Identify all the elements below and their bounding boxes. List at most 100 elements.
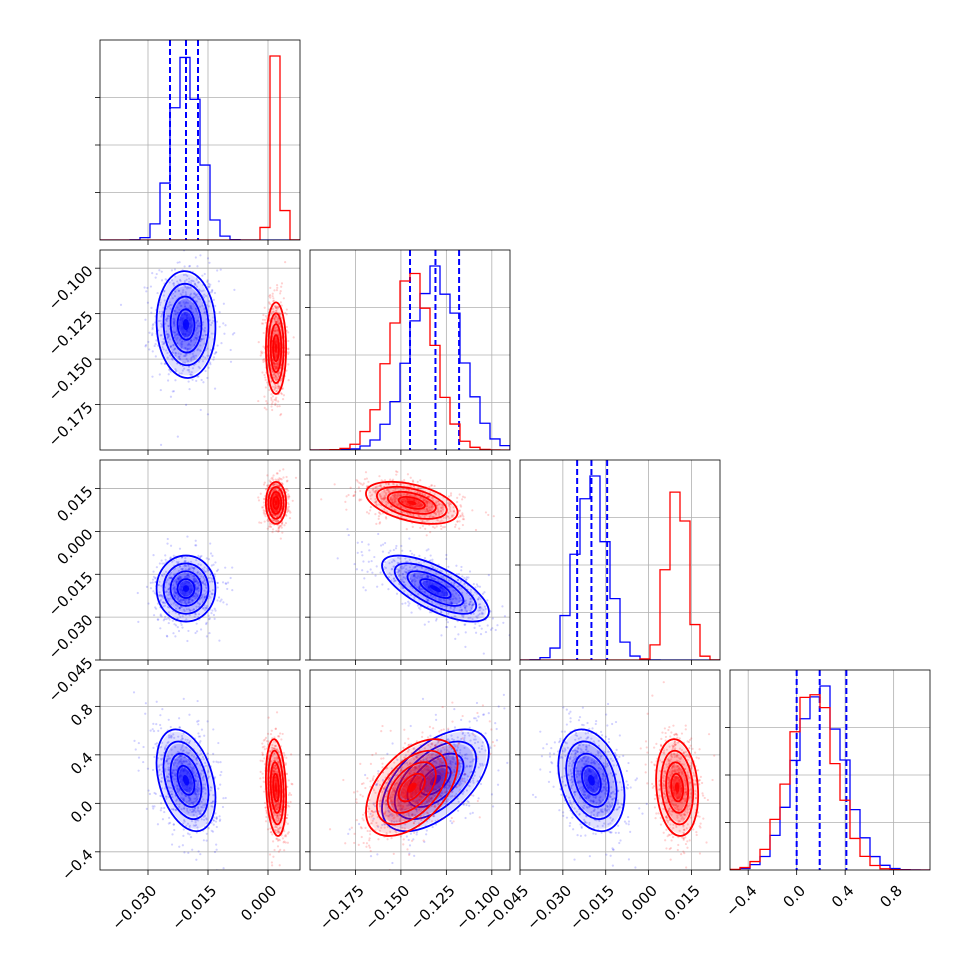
scatter-point (173, 321, 176, 324)
scatter-point (179, 621, 182, 624)
scatter-point (198, 603, 201, 606)
scatter-point (222, 867, 225, 870)
scatter-point (184, 293, 188, 296)
scatter-point (174, 275, 177, 278)
scatter-point (210, 564, 213, 567)
scatter-point (169, 557, 172, 560)
scatter-point (180, 575, 183, 579)
scatter-point (279, 301, 282, 304)
scatter-point (184, 564, 187, 567)
scatter-point (360, 550, 363, 554)
scatter-point (186, 639, 189, 643)
scatter-point (371, 571, 374, 574)
scatter-point (163, 806, 166, 810)
scatter-point (201, 274, 204, 277)
scatter-point (160, 595, 163, 598)
scatter-point (468, 570, 472, 573)
scatter-point (181, 567, 184, 571)
scatter-point (459, 504, 462, 507)
scatter-point (199, 254, 202, 257)
scatter-point (460, 609, 463, 612)
scatter-point (180, 605, 183, 609)
scatter-point (438, 513, 441, 516)
scatter-point (163, 290, 166, 293)
scatter-point (273, 316, 276, 320)
scatter-point (145, 585, 149, 588)
scatter-point (192, 595, 195, 598)
scatter-point (206, 347, 209, 350)
scatter-point (266, 381, 269, 384)
scatter-point (275, 361, 279, 365)
scatter-point (164, 349, 168, 352)
scatter-point (445, 557, 448, 561)
scatter-point (154, 743, 157, 746)
scatter-point (152, 590, 155, 593)
scatter-point (272, 361, 275, 364)
scatter-point (377, 517, 380, 521)
scatter-point (423, 590, 427, 594)
scatter-point (199, 408, 202, 412)
scatter-point (275, 362, 278, 366)
scatter-point (148, 331, 151, 334)
scatter-point (176, 261, 179, 264)
scatter-point (155, 272, 158, 276)
scatter-point (144, 318, 147, 321)
scatter-point (394, 500, 397, 503)
contour-line (269, 323, 283, 374)
scatter-point (185, 598, 188, 601)
scatter-point (449, 597, 452, 600)
scatter-point (203, 326, 207, 330)
scatter-point (186, 274, 189, 278)
scatter-point (176, 577, 179, 580)
scatter-point (220, 770, 223, 774)
scatter-point (187, 565, 190, 568)
scatter-point (447, 511, 450, 515)
scatter-point (275, 320, 278, 324)
scatter-point (207, 305, 211, 308)
scatter-point (188, 598, 191, 601)
scatter-point (257, 496, 260, 499)
scatter-point (475, 615, 478, 618)
scatter-point (456, 496, 459, 499)
scatter-point (429, 594, 432, 598)
scatter-point (394, 494, 398, 497)
scatter-point (375, 503, 378, 506)
scatter-point (389, 497, 393, 500)
scatter-point (274, 320, 278, 323)
scatter-point (186, 301, 190, 305)
scatter-point (427, 548, 430, 551)
scatter-point (272, 297, 275, 300)
scatter-point (200, 597, 203, 600)
scatter-point (263, 373, 266, 377)
scatter-point (392, 558, 395, 562)
scatter-point (191, 279, 194, 282)
scatter-point (361, 554, 364, 557)
scatter-point (463, 576, 466, 579)
scatter-point (225, 582, 228, 585)
scatter-point (151, 581, 154, 584)
scatter-point (268, 523, 272, 526)
scatter-point (193, 292, 196, 295)
scatter-point (177, 595, 180, 599)
scatter-point (166, 351, 169, 355)
scatter-point (274, 489, 277, 492)
scatter-point (384, 516, 388, 519)
scatter-point (273, 510, 276, 513)
scatter-point (169, 307, 172, 310)
scatter-point (183, 576, 187, 579)
scatter-point (279, 524, 282, 528)
scatter-point (496, 624, 499, 627)
scatter-point (177, 578, 180, 581)
scatter-point (221, 581, 225, 584)
scatter-point (211, 289, 214, 292)
scatter-point (178, 607, 181, 610)
scatter-point (447, 579, 451, 582)
scatter-point (403, 570, 406, 573)
scatter-point (280, 391, 283, 395)
scatter-point (278, 323, 281, 326)
scatter-point (427, 568, 431, 572)
scatter-point (409, 585, 412, 588)
scatter-point (261, 322, 265, 325)
scatter-point (172, 586, 175, 589)
scatter-point (446, 621, 449, 624)
